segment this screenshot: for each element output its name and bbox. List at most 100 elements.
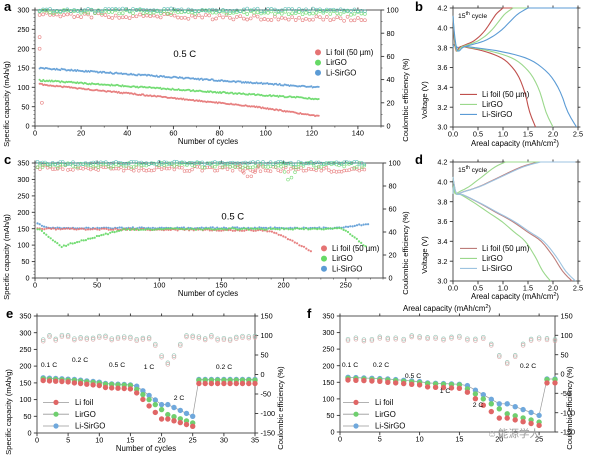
svg-text:20: 20 — [387, 98, 395, 107]
svg-text:50: 50 — [23, 412, 31, 421]
svg-text:15th cycle: 15th cycle — [458, 165, 487, 174]
svg-text:200: 200 — [278, 281, 290, 290]
svg-text:Areal capacity (mAh/cm2): Areal capacity (mAh/cm2) — [403, 304, 491, 313]
svg-text:a: a — [4, 0, 12, 14]
svg-text:250: 250 — [19, 345, 31, 354]
svg-text:LirGO: LirGO — [75, 410, 96, 419]
svg-text:100: 100 — [387, 6, 399, 15]
svg-text:40: 40 — [389, 228, 397, 237]
svg-text:Number of cycles: Number of cycles — [178, 289, 238, 298]
svg-text:Specific capacity (mAh/g): Specific capacity (mAh/g) — [4, 369, 13, 455]
svg-text:3.0: 3.0 — [437, 123, 447, 132]
svg-text:150: 150 — [19, 379, 31, 388]
svg-text:1 C: 1 C — [440, 388, 451, 395]
svg-text:3.0: 3.0 — [437, 277, 447, 286]
svg-text:Coulombic efficiency (%): Coulombic efficiency (%) — [276, 366, 285, 450]
svg-text:3.8: 3.8 — [437, 197, 447, 206]
svg-text:60: 60 — [389, 205, 397, 214]
svg-text:0.5 C: 0.5 C — [405, 373, 421, 380]
svg-text:5: 5 — [66, 436, 70, 445]
svg-text:100: 100 — [153, 281, 165, 290]
svg-text:0: 0 — [27, 429, 31, 438]
svg-text:100: 100 — [260, 129, 272, 138]
svg-text:40: 40 — [123, 129, 131, 138]
svg-text:Number of cycles: Number of cycles — [178, 137, 238, 146]
svg-text:e: e — [6, 306, 13, 321]
svg-text:0.2 C: 0.2 C — [72, 357, 88, 364]
svg-text:Li foil (50 µm): Li foil (50 µm) — [482, 90, 530, 99]
svg-text:350: 350 — [19, 312, 31, 321]
svg-text:5: 5 — [378, 435, 382, 444]
svg-text:10: 10 — [95, 436, 103, 445]
svg-text:140: 140 — [352, 129, 364, 138]
svg-text:Li foil: Li foil — [75, 398, 93, 407]
svg-text:350: 350 — [17, 159, 29, 168]
svg-text:2.5: 2.5 — [573, 284, 583, 293]
svg-text:0: 0 — [389, 274, 393, 283]
svg-text:0: 0 — [338, 435, 342, 444]
svg-text:15th cycle: 15th cycle — [458, 11, 487, 20]
svg-text:f: f — [307, 306, 312, 321]
svg-text:350: 350 — [322, 312, 334, 321]
svg-text:300: 300 — [322, 328, 334, 337]
svg-text:200: 200 — [19, 362, 31, 371]
svg-text:0: 0 — [261, 370, 265, 379]
svg-text:300: 300 — [17, 175, 29, 184]
svg-text:200: 200 — [17, 44, 29, 53]
svg-text:0: 0 — [33, 281, 37, 290]
svg-text:30: 30 — [220, 436, 228, 445]
svg-text:100: 100 — [19, 395, 31, 404]
svg-text:4.0: 4.0 — [437, 23, 447, 32]
svg-text:-100: -100 — [261, 409, 276, 418]
svg-text:1.5: 1.5 — [523, 130, 533, 139]
svg-text:0.2 C: 0.2 C — [216, 364, 232, 371]
svg-text:50: 50 — [21, 257, 29, 266]
svg-text:Li foil: Li foil — [375, 398, 393, 407]
svg-text:2.0: 2.0 — [548, 130, 558, 139]
svg-text:100: 100 — [561, 331, 573, 340]
svg-text:0: 0 — [33, 129, 37, 138]
svg-text:2 C: 2 C — [174, 395, 185, 402]
svg-text:150: 150 — [261, 312, 273, 321]
svg-text:0.1 C: 0.1 C — [41, 362, 57, 369]
svg-text:Specific capacity (mAh/g): Specific capacity (mAh/g) — [2, 61, 11, 147]
svg-text:Li-SirGO: Li-SirGO — [482, 110, 512, 119]
svg-text:3.2: 3.2 — [437, 103, 447, 112]
svg-text:d: d — [415, 152, 423, 167]
svg-text:Voltage (V): Voltage (V) — [420, 81, 429, 119]
svg-text:0.5 C: 0.5 C — [109, 362, 125, 369]
svg-text:3.2: 3.2 — [437, 257, 447, 266]
svg-text:LirGO: LirGO — [482, 254, 503, 263]
svg-text:2 C: 2 C — [473, 402, 484, 409]
svg-text:Coulombic efficiency (%): Coulombic efficiency (%) — [401, 58, 410, 142]
svg-text:80: 80 — [387, 29, 395, 38]
svg-text:300: 300 — [17, 6, 29, 15]
svg-text:0.2 C: 0.2 C — [520, 363, 536, 370]
svg-text:Specific capacity (mAh/g): Specific capacity (mAh/g) — [2, 214, 11, 300]
svg-text:250: 250 — [322, 345, 334, 354]
svg-text:Coulombic efficiency (%): Coulombic efficiency (%) — [565, 366, 574, 450]
svg-text:0: 0 — [330, 428, 334, 437]
svg-text:LirGO: LirGO — [375, 410, 396, 419]
svg-text:b: b — [415, 0, 423, 14]
svg-text:Li-SirGO: Li-SirGO — [75, 422, 105, 431]
svg-text:4.2: 4.2 — [437, 4, 447, 13]
svg-text:0: 0 — [561, 370, 565, 379]
svg-text:300: 300 — [19, 328, 31, 337]
svg-text:100: 100 — [17, 241, 29, 250]
svg-text:50: 50 — [93, 281, 101, 290]
svg-text:20: 20 — [77, 129, 85, 138]
svg-text:35: 35 — [251, 436, 259, 445]
svg-text:0.2 C: 0.2 C — [373, 362, 389, 369]
svg-text:Li-SirGO: Li-SirGO — [482, 264, 512, 273]
svg-text:0.5: 0.5 — [473, 130, 483, 139]
svg-text:0: 0 — [35, 436, 39, 445]
svg-text:3.6: 3.6 — [437, 63, 447, 72]
svg-text:150: 150 — [17, 224, 29, 233]
svg-text:4.0: 4.0 — [437, 177, 447, 186]
svg-text:150: 150 — [17, 64, 29, 73]
svg-text:0: 0 — [25, 122, 29, 131]
svg-text:4.2: 4.2 — [437, 158, 447, 167]
svg-text:25: 25 — [189, 436, 197, 445]
svg-text:c: c — [4, 152, 11, 167]
